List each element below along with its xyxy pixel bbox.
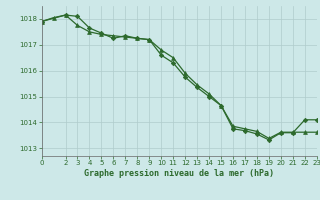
X-axis label: Graphe pression niveau de la mer (hPa): Graphe pression niveau de la mer (hPa) xyxy=(84,169,274,178)
